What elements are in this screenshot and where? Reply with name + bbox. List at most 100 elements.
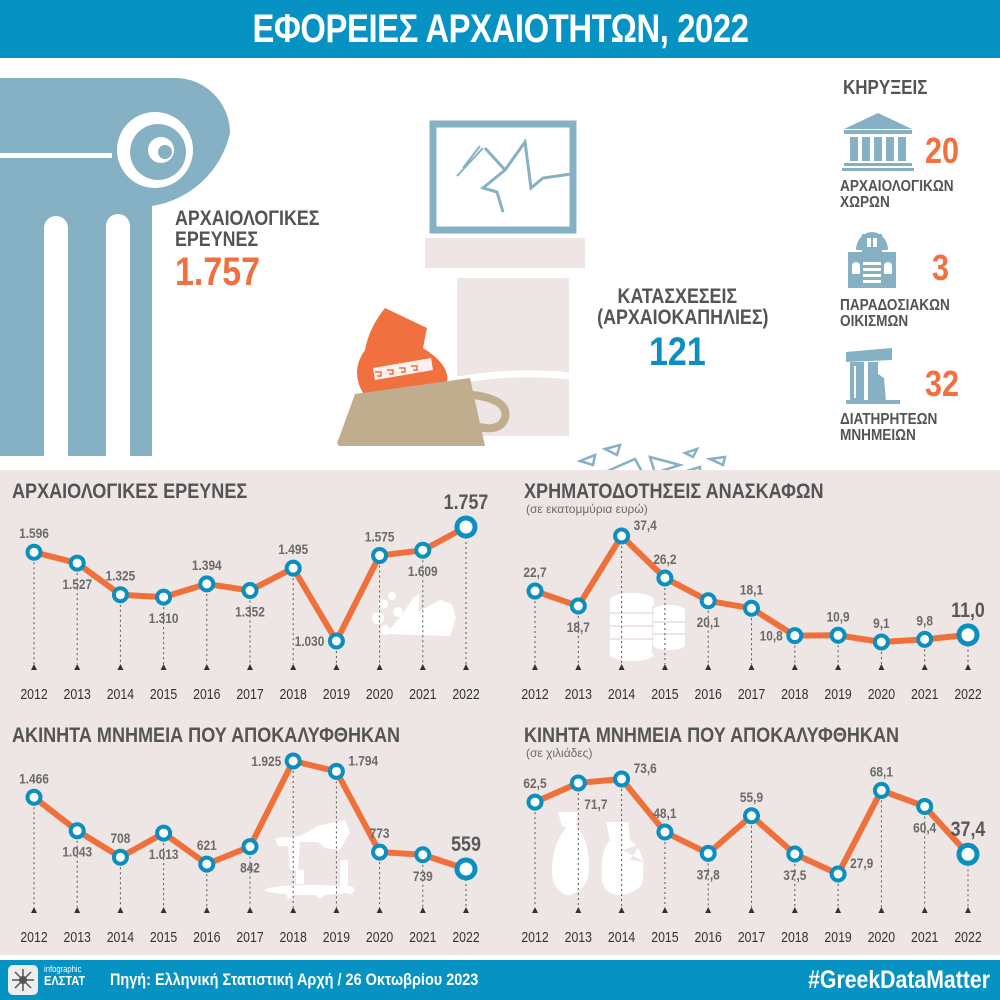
data-label: 842 — [240, 860, 260, 876]
data-label: 1.013 — [149, 846, 179, 862]
declaration-label-2: ΜΝΗΜΕΙΩΝ — [840, 427, 916, 444]
x-tick-label: 2014 — [107, 929, 135, 945]
data-point — [786, 845, 804, 863]
data-point — [25, 788, 43, 806]
declaration-label-2: ΧΩΡΩΝ — [840, 194, 890, 211]
data-point — [656, 569, 674, 587]
data-point — [916, 630, 934, 648]
data-point — [371, 547, 389, 565]
data-point — [829, 865, 847, 883]
charts-panel: ΑΡΧΑΙΟΛΟΓΙΚΕΣ ΕΡΕΥΝΕΣ 2012 2013 2014 2015 201… — [0, 470, 1000, 955]
data-point — [111, 586, 129, 604]
tick-marker — [791, 664, 798, 670]
tick-marker — [290, 664, 297, 670]
data-point — [743, 599, 760, 617]
data-point — [916, 797, 934, 815]
research-label-1: ΑΡΧΑΙΟΛΟΓΙΚΕΣ — [175, 207, 320, 230]
data-label: 26,2 — [653, 551, 676, 567]
data-point — [786, 627, 804, 645]
declaration-label-1: ΔΙΑΤΗΡΗΤΕΩΝ — [840, 411, 938, 428]
data-point — [414, 541, 432, 559]
data-point — [743, 807, 760, 825]
x-tick-label: 2016 — [695, 929, 723, 945]
tick-marker — [575, 907, 582, 913]
tick-marker — [247, 907, 253, 913]
x-tick-label: 2015 — [651, 929, 679, 945]
x-tick-label: 2018 — [781, 686, 809, 702]
x-tick-label: 2013 — [64, 929, 92, 945]
data-label: 37,5 — [783, 867, 806, 883]
data-label: 27,9 — [850, 855, 873, 871]
data-label: 18,7 — [567, 619, 590, 635]
tick-marker — [463, 664, 469, 670]
data-label: 1.466 — [19, 770, 49, 786]
data-label: 1.394 — [192, 557, 222, 573]
data-label: 37,4 — [951, 818, 986, 842]
data-label: 1.757 — [444, 491, 489, 515]
glass-shards-icon — [576, 443, 727, 479]
data-label: 1.325 — [106, 568, 136, 584]
x-tick-label: 2016 — [193, 929, 221, 945]
data-label: 60,4 — [913, 820, 937, 836]
research-value: 1.757 — [175, 250, 261, 294]
x-tick-label: 2014 — [107, 686, 135, 702]
x-tick-label: 2012 — [521, 686, 548, 702]
tick-marker — [921, 907, 928, 913]
data-label: 71,7 — [584, 796, 607, 812]
declaration-label-1: ΠΑΡΑΔΟΣΙΑΚΩΝ — [840, 297, 950, 314]
data-label: 1.609 — [408, 563, 438, 579]
x-tick-label: 2014 — [608, 929, 636, 945]
data-point — [454, 515, 478, 539]
amphora-bag-icon — [337, 308, 510, 446]
data-label: 11,0 — [951, 599, 985, 623]
x-tick-label: 2015 — [150, 686, 178, 702]
tick-marker — [203, 664, 210, 670]
data-point — [526, 793, 544, 811]
tick-marker — [705, 907, 712, 913]
declarations-panel: ΚΗΡΥΞΕΙΣ 20 ΑΡΧΑΙΟΛΟΓΙΚΩΝ ΧΩΡΩΝ — [840, 58, 1000, 468]
page-title: ΕΦΟΡΕΙΕΣ ΑΡΧΑΙΟΤΗΤΩΝ, 2022 — [251, 6, 749, 51]
research-stat: ΑΡΧΑΙΟΛΟΓΙΚΕΣ ΕΡΕΥΝΕΣ 1.757 — [175, 208, 345, 294]
x-tick-label: 2021 — [911, 686, 938, 702]
data-label: 621 — [197, 837, 217, 853]
logo-text: ΕΛΣΤΑΤ — [44, 973, 86, 988]
chart-title: ΑΡΧΑΙΟΛΟΓΙΚΕΣ ΕΡΕΥΝΕΣ — [12, 480, 247, 504]
x-tick-label: 2022 — [452, 686, 479, 702]
tick-marker — [333, 664, 340, 670]
data-label: 1.794 — [348, 752, 378, 768]
tick-marker — [618, 907, 625, 913]
tick-marker — [117, 664, 124, 670]
data-point — [414, 846, 432, 864]
tick-marker — [835, 664, 842, 670]
data-point — [526, 582, 544, 600]
data-label: 68,1 — [870, 764, 893, 780]
x-tick-label: 2018 — [280, 686, 308, 702]
tick-marker — [661, 664, 668, 670]
data-label: 739 — [413, 868, 433, 884]
x-tick-label: 2018 — [280, 929, 308, 945]
data-point — [569, 597, 587, 615]
x-tick-label: 2022 — [954, 686, 981, 702]
x-tick-label: 2013 — [565, 686, 593, 702]
data-point — [241, 582, 259, 600]
data-point — [198, 855, 216, 873]
data-label: 20,1 — [697, 614, 720, 630]
data-label: 1.495 — [278, 541, 308, 557]
x-tick-label: 2012 — [20, 929, 47, 945]
declaration-value: 3 — [932, 247, 950, 288]
data-label: 1.310 — [149, 610, 179, 626]
data-point — [155, 824, 173, 842]
x-tick-label: 2022 — [954, 929, 981, 945]
tick-marker — [290, 907, 297, 913]
seizures-stat: ΚΑΤΑΣΧΕΣΕΙΣ (ΑΡΧΑΙΟΚΑΠΗΛΙΕΣ) 121 — [582, 286, 772, 376]
data-label: 1.596 — [19, 525, 49, 541]
x-tick-label: 2019 — [824, 929, 851, 945]
data-point — [327, 632, 345, 650]
tick-marker — [31, 907, 37, 913]
x-tick-label: 2017 — [738, 929, 765, 945]
x-tick-label: 2012 — [20, 686, 47, 702]
x-tick-label: 2016 — [193, 686, 221, 702]
tick-marker — [74, 664, 81, 670]
tick-marker — [463, 907, 469, 913]
tick-marker — [247, 664, 253, 670]
